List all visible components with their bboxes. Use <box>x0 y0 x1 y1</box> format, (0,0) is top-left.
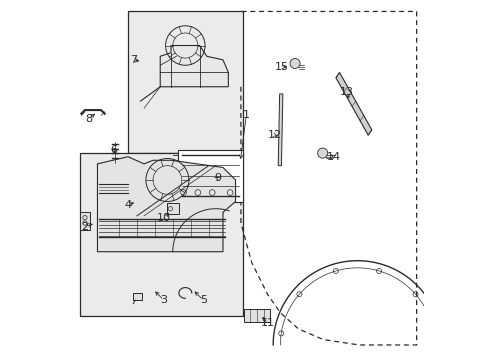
Polygon shape <box>160 45 228 87</box>
Bar <box>244 309 269 321</box>
Text: 15: 15 <box>275 62 288 72</box>
Text: 6: 6 <box>110 144 117 154</box>
Text: 3: 3 <box>160 295 167 305</box>
Bar <box>128 12 242 153</box>
Bar <box>80 212 90 230</box>
Text: 1: 1 <box>243 111 249 121</box>
Polygon shape <box>335 72 371 135</box>
Polygon shape <box>97 157 235 252</box>
Polygon shape <box>278 94 282 166</box>
Text: 7: 7 <box>129 55 137 65</box>
Text: 13: 13 <box>339 87 353 97</box>
Bar <box>133 293 142 300</box>
Circle shape <box>289 58 300 68</box>
Bar <box>80 153 242 316</box>
Text: 9: 9 <box>214 173 221 183</box>
Text: 2: 2 <box>81 222 88 231</box>
Bar <box>166 203 179 214</box>
Circle shape <box>317 148 327 158</box>
Text: 11: 11 <box>260 319 274 328</box>
Text: 4: 4 <box>124 200 131 210</box>
Text: 12: 12 <box>267 130 282 140</box>
Text: 5: 5 <box>200 295 206 305</box>
Text: 10: 10 <box>157 213 170 222</box>
Bar <box>178 149 242 202</box>
Text: 14: 14 <box>326 152 341 162</box>
Text: 8: 8 <box>85 114 92 124</box>
